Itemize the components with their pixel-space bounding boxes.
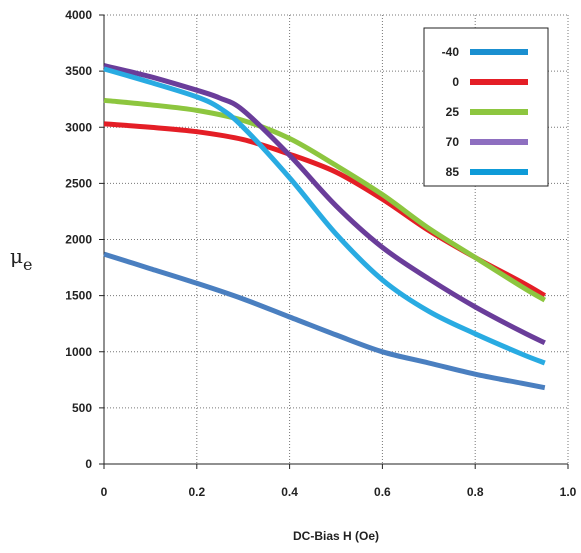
y-tick-labels: 0 500 1000 1500 2000 2500 3000 3500 4000 [65,8,92,471]
legend-label: -40 [442,45,460,59]
series-line-85 [103,66,546,366]
y-tick-label: 3500 [65,64,92,78]
series-line--40 [103,251,546,391]
x-tick-label: 0.8 [467,485,484,499]
legend-label: 25 [446,105,460,119]
series-lines [103,63,547,391]
y-axis-title: μe [10,244,32,274]
x-tick-labels: 0 0.2 0.4 0.6 0.8 1.0 [101,485,577,499]
legend-label: 70 [446,135,460,149]
y-tick-label: 1000 [65,345,92,359]
x-tick-label: 0.6 [374,485,391,499]
y-tick-label: 4000 [65,8,92,22]
x-tick-label: 0.2 [188,485,205,499]
y-tick-label: 1500 [65,289,92,303]
legend: -40 0 25 70 85 [423,27,549,187]
legend-label: 0 [452,75,459,89]
y-tick-label: 500 [72,401,92,415]
gridlines [104,14,569,464]
legend-label: 85 [446,165,460,179]
axes [99,14,569,469]
y-tick-label: 2000 [65,233,92,247]
y-axis-title-main: μ [10,244,23,268]
x-tick-label: 0.4 [281,485,298,499]
y-tick-label: 3000 [65,120,92,134]
series-line-25 [103,97,547,303]
series-line-70 [103,63,546,346]
x-tick-label: 1.0 [560,485,577,499]
x-axis-title: DC-Bias H (Oe) [293,529,379,543]
y-tick-label: 0 [85,457,92,471]
y-axis-title-subscript: e [23,255,32,274]
x-tick-label: 0 [101,485,108,499]
y-tick-label: 2500 [65,176,92,190]
